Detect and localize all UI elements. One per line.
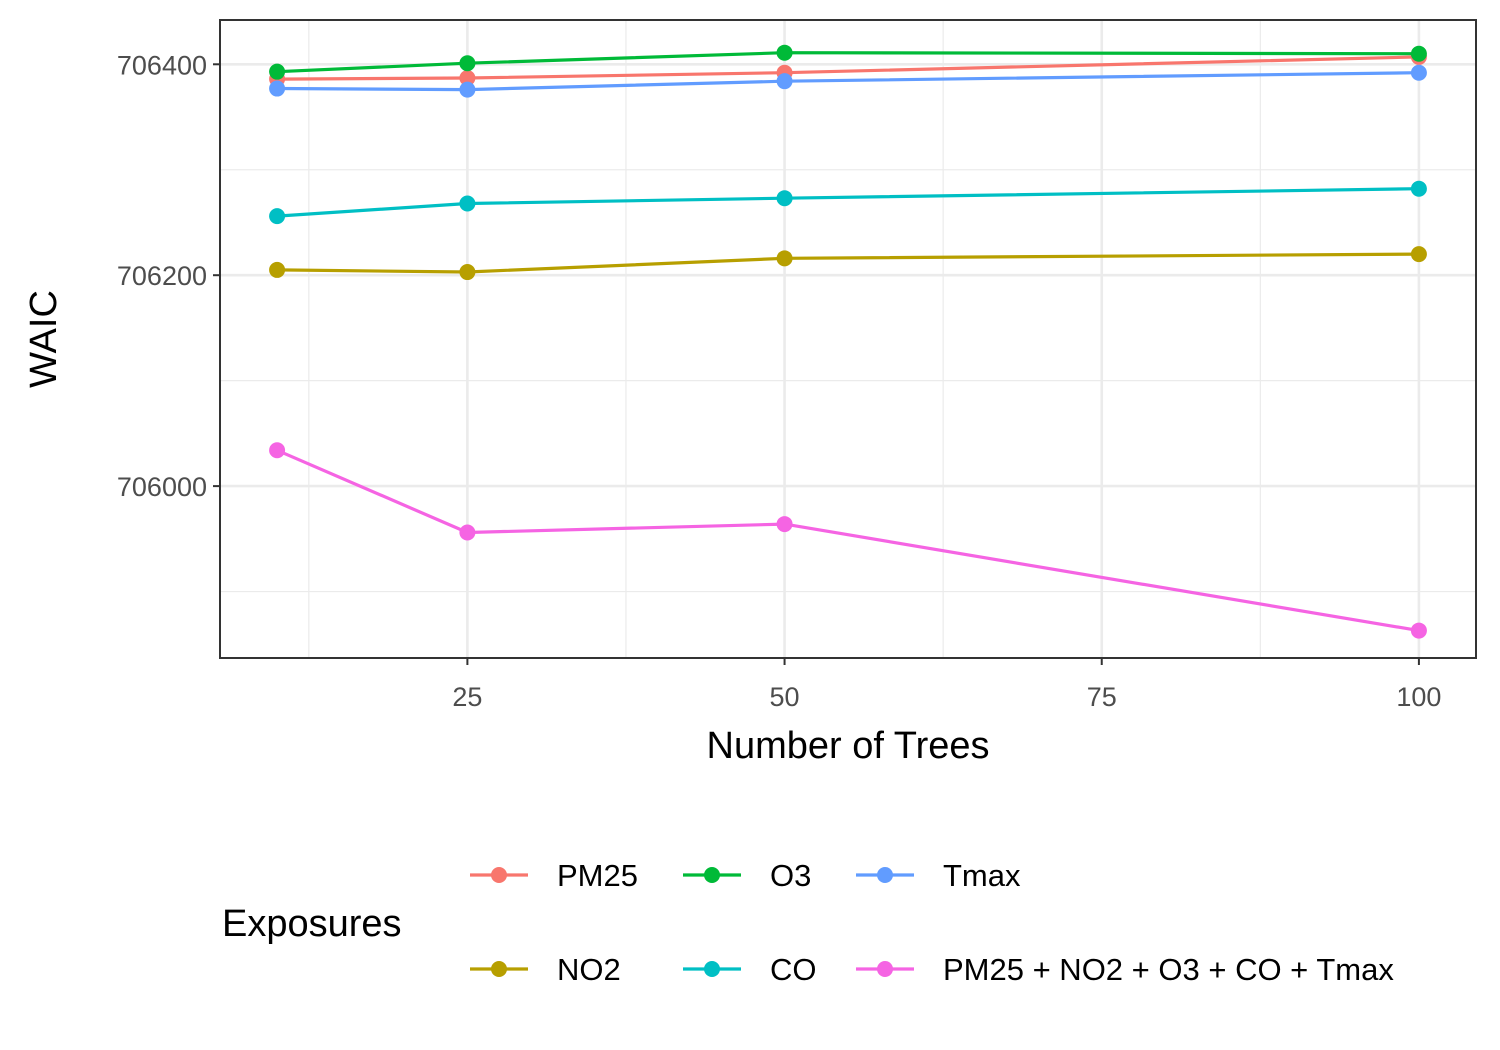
y-axis-title: WAIC	[23, 290, 65, 388]
data-point-pm25	[459, 70, 476, 86]
data-point-o3	[269, 63, 286, 80]
data-point-no2	[269, 261, 286, 278]
data-point-co	[459, 195, 476, 212]
data-point-co	[1410, 180, 1427, 197]
legend-key-point-o3	[704, 867, 720, 883]
data-point-no2	[776, 250, 793, 267]
legend: Exposures PM25 O3 Tmax NO2 CO PM25 + NO2 + O3…	[222, 858, 1394, 987]
data-point-pm25-no2-o3-co-tmax	[459, 524, 476, 541]
x-axis-title: Number of Trees	[707, 725, 990, 767]
series-line-tmax	[277, 71, 1419, 92]
legend-label-tmax: Tmax	[943, 858, 1021, 893]
data-point-co	[776, 190, 793, 207]
series-line-pm25	[277, 55, 1419, 81]
legend-key-point-no2	[491, 961, 507, 977]
x-tick-label: 75	[1087, 682, 1117, 712]
series-lines	[269, 44, 1427, 639]
y-tick-label: 706400	[117, 50, 207, 80]
data-point-o3	[1410, 45, 1427, 62]
data-point-tmax	[1410, 64, 1427, 81]
plot-panel-border	[219, 19, 1477, 659]
legend-label-pm25: PM25	[557, 858, 638, 893]
data-point-pm25-no2-o3-co-tmax	[269, 442, 286, 459]
series-line-o3	[277, 51, 1419, 74]
data-point-tmax	[776, 73, 793, 90]
series-line-co	[276, 187, 1419, 218]
y-tick-label: 706200	[117, 261, 207, 291]
series-line-pm25-no2-o3-co-tmax	[276, 448, 1420, 633]
series-line-no2	[277, 252, 1419, 274]
data-point-no2	[459, 264, 476, 281]
legend-key-point-pm25	[491, 867, 507, 883]
legend-title: Exposures	[222, 903, 402, 945]
legend-label-no2: NO2	[557, 952, 621, 987]
data-point-pm25-no2-o3-co-tmax	[776, 516, 793, 533]
x-tick-label: 100	[1396, 682, 1441, 712]
data-point-o3	[459, 55, 476, 72]
legend-key-point-pm25-no2-o3-co-tmax	[877, 961, 893, 977]
gridlines	[220, 20, 1476, 658]
data-point-pm25-no2-o3-co-tmax	[1410, 622, 1427, 639]
data-point-co	[269, 208, 286, 225]
legend-key-point-tmax	[877, 867, 893, 883]
legend-label-co: CO	[770, 952, 817, 987]
legend-key-point-co	[704, 961, 720, 977]
x-tick-label: 50	[770, 682, 800, 712]
legend-label-o3: O3	[770, 858, 811, 893]
data-point-o3	[776, 44, 793, 61]
x-tick-label: 25	[452, 682, 482, 712]
legend-label-pm25-no2-o3-co-tmax: PM25 + NO2 + O3 + CO + Tmax	[943, 952, 1394, 987]
data-point-tmax	[459, 81, 476, 98]
y-tick-label: 706000	[117, 472, 207, 502]
axes: 25 50 75 100 706000 706200 706400	[117, 50, 1442, 712]
data-point-no2	[1410, 246, 1427, 263]
data-point-tmax	[269, 80, 286, 97]
